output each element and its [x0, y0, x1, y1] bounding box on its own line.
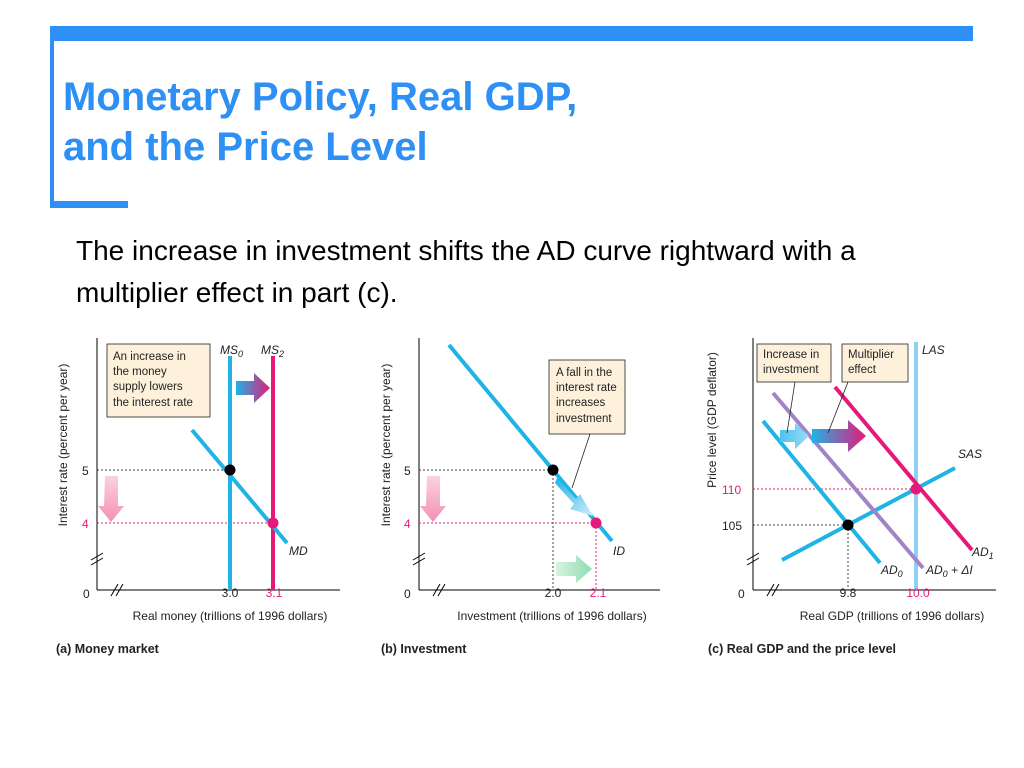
slide-body-text: The increase in investment shifts the AD… — [76, 235, 856, 308]
panel-b-new-point — [590, 517, 602, 529]
panel-b-callout-line: interest rate — [556, 382, 617, 394]
panel-c-y-tick-105: 105 — [722, 519, 742, 533]
panel-b-y-label: Interest rate (percent per year) — [379, 364, 393, 527]
panel-c-sas-curve — [781, 466, 956, 562]
series-name: MS — [220, 343, 238, 357]
series-sub: 1 — [989, 551, 994, 561]
panel-a-y-break — [90, 552, 104, 566]
panel-b-rate-down-arrow — [420, 476, 446, 522]
panel-a-ms0-label: MS0 — [220, 343, 243, 359]
panel-a-callout-line: the money — [113, 366, 167, 378]
panel-c-callout-investment-pointer — [786, 381, 796, 434]
series-name: AD — [971, 545, 989, 559]
panel-c-ad0-label: AD0 — [880, 563, 903, 579]
panel-c-x-break — [766, 583, 780, 597]
panel-b-origin: 0 — [404, 587, 411, 601]
panel-b-callout-line: A fall in the — [556, 367, 612, 379]
panel-c-origin: 0 — [738, 587, 745, 601]
panel-b-y-break — [412, 552, 426, 566]
panel-c-x-tick-9-8: 9.8 — [840, 586, 857, 600]
panel-b-x-tick-2-1: 2.1 — [590, 586, 607, 600]
panel-b-initial-point — [547, 464, 559, 476]
panel-c-x-label: Real GDP (trillions of 1996 dollars) — [800, 609, 985, 623]
header-bar-top — [52, 26, 973, 41]
panel-a-origin: 0 — [83, 587, 90, 601]
panel-c-callout-multiplier-pointer — [827, 381, 849, 434]
panel-c-callout-investment — [756, 343, 832, 383]
series-suffix: + ΔI — [948, 563, 974, 577]
panel-c-sas-label: SAS — [958, 447, 982, 461]
panel-c-y-break — [746, 552, 760, 566]
panel-a-y-tick-4: 4 — [82, 517, 89, 531]
panel-b-movement-arrow — [555, 478, 593, 516]
panel-b-investment-arrow — [556, 555, 592, 583]
panel-c-caption: (c) Real GDP and the price level — [708, 642, 896, 656]
panel-c-callout-investment-line: Increase in — [763, 349, 819, 361]
panel-a-x-tick-3-0: 3.0 — [222, 586, 239, 600]
panel-b-callout — [548, 359, 626, 435]
panel-a: An increase in the money supply lowers t… — [56, 338, 340, 656]
panel-b-y-tick-4: 4 — [404, 517, 411, 531]
panel-c-callout-multiplier-line: Multiplier — [848, 349, 894, 361]
panel-a-callout-line: supply lowers — [113, 381, 183, 393]
slide-title-line-1: Monetary Policy, Real GDP, — [63, 75, 578, 119]
header-bar-bottom — [50, 201, 128, 208]
panel-c: Increase in investment Multiplier effect… — [705, 338, 996, 656]
header-bar-left — [50, 26, 54, 206]
panel-c-ad0-curve — [761, 419, 882, 565]
panel-a-new-equilibrium — [267, 517, 279, 529]
panel-c-new-equilibrium — [910, 483, 922, 495]
panel-c-ad1-label: AD1 — [971, 545, 994, 561]
panel-b-x-label: Investment (trillions of 1996 dollars) — [457, 609, 646, 623]
series-sub: 0 — [898, 569, 903, 579]
panel-a-rate-down-arrow — [98, 476, 124, 522]
panel-a-initial-equilibrium — [224, 464, 236, 476]
panel-c-callout-multiplier-line: effect — [848, 364, 877, 376]
panel-b-callout-pointer — [571, 433, 591, 489]
panel-a-x-tick-3-1: 3.1 — [266, 586, 283, 600]
panel-c-y-label: Price level (GDP deflator) — [705, 352, 719, 488]
panel-c-investment-arrow — [780, 423, 809, 449]
panel-c-multiplier-arrow — [812, 420, 866, 452]
panel-b-x-tick-2-0: 2.0 — [545, 586, 562, 600]
panel-c-callout-investment-line: investment — [763, 364, 819, 376]
series-name: AD — [880, 563, 898, 577]
panel-b-callout-line: increases — [556, 397, 605, 409]
panel-b-callout-line: investment — [556, 413, 612, 425]
panel-c-initial-equilibrium — [842, 519, 854, 531]
panel-c-ad0-plus-di-curve — [771, 391, 925, 570]
panel-a-ms2-label: MS2 — [261, 343, 284, 359]
panel-b: A fall in the interest rate increases in… — [379, 338, 660, 656]
panel-c-ad0-plus-di-label: AD0 + ΔI — [925, 563, 973, 579]
series-name: AD — [925, 563, 943, 577]
slide-title-line-2: and the Price Level — [63, 125, 428, 169]
panel-c-x-tick-10-0: 10.0 — [906, 586, 930, 600]
panel-a-caption: (a) Money market — [56, 642, 160, 656]
panel-c-y-tick-110: 110 — [722, 483, 741, 497]
panel-a-shift-arrow — [236, 373, 270, 403]
panel-a-y-label: Interest rate (percent per year) — [56, 364, 70, 527]
slide-title: Monetary Policy, Real GDP, and the Price… — [63, 72, 577, 172]
panel-a-callout — [106, 343, 211, 418]
series-sub: 0 — [238, 349, 243, 359]
panel-b-y-tick-5: 5 — [404, 464, 411, 478]
panel-a-x-label: Real money (trillions of 1996 dollars) — [133, 609, 328, 623]
three-panel-figure: An increase in the money supply lowers t… — [56, 338, 996, 656]
panel-b-id-label: ID — [613, 544, 625, 558]
panel-c-ad1-curve — [833, 385, 974, 552]
panel-a-y-tick-5: 5 — [82, 464, 89, 478]
panel-a-callout-line: the interest rate — [113, 397, 193, 409]
panel-c-callout-multiplier — [841, 343, 909, 383]
series-sub: 2 — [278, 349, 284, 359]
panel-a-x-break — [110, 583, 124, 597]
series-name: MS — [261, 343, 279, 357]
panel-b-caption: (b) Investment — [381, 642, 467, 656]
series-sub: 0 — [943, 569, 948, 579]
panel-a-md-label: MD — [289, 544, 308, 558]
panel-b-x-break — [432, 583, 446, 597]
panel-a-callout-line: An increase in — [113, 351, 186, 363]
panel-c-las-label: LAS — [922, 343, 945, 357]
